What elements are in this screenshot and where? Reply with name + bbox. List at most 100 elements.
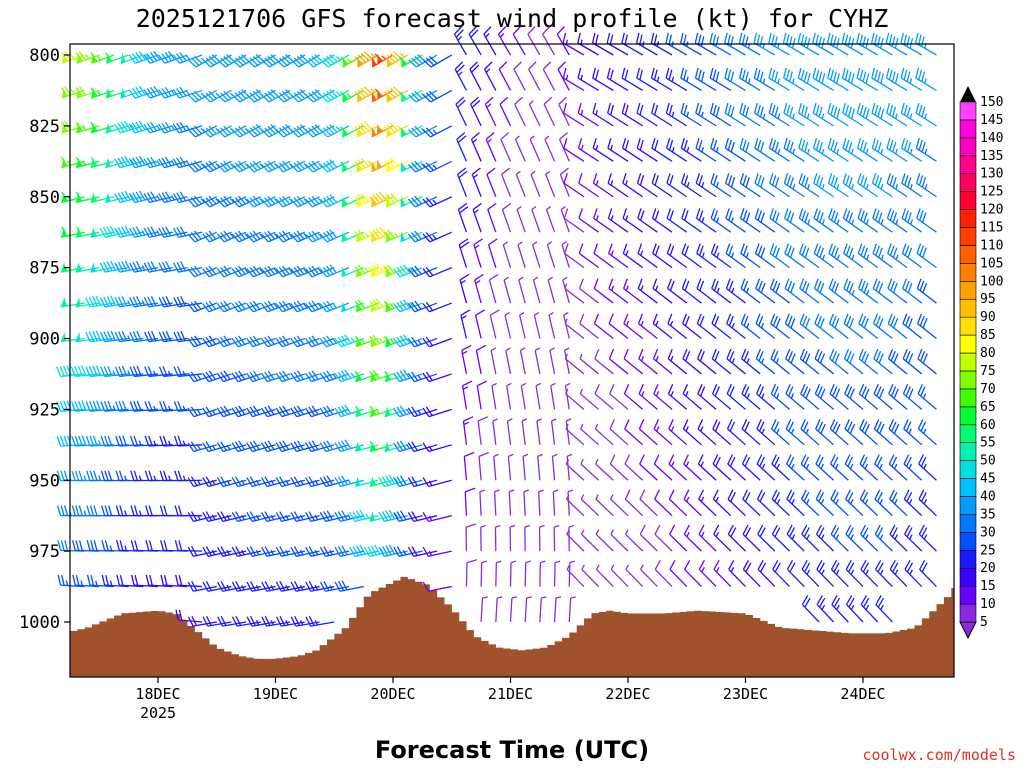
wind-barb (202, 581, 232, 592)
wind-barb (384, 86, 409, 103)
wind-barb (159, 470, 188, 482)
wind-barb (756, 383, 776, 410)
wind-barb (495, 560, 502, 587)
wind-barb (104, 52, 129, 64)
wind-barb (770, 348, 790, 375)
wind-barb (903, 489, 923, 517)
wind-barb (668, 489, 688, 517)
wind-barb (785, 454, 805, 481)
wind-barb (319, 546, 350, 557)
colorbar-label: 80 (980, 346, 996, 361)
wind-barb (667, 278, 688, 304)
wind-barb (172, 52, 203, 64)
wind-barb (354, 86, 379, 103)
wind-barb (563, 137, 585, 162)
wind-barb (470, 96, 482, 127)
wind-barb (290, 546, 320, 557)
wind-barb (845, 595, 864, 623)
x-tick-sublabel: 2025 (140, 704, 176, 722)
wind-barb (217, 54, 247, 68)
wind-barb (769, 278, 790, 304)
wind-barb (528, 100, 541, 127)
colorbar-label: 15 (980, 579, 996, 594)
wind-barb (784, 243, 805, 269)
colorbar-label: 25 (980, 543, 996, 558)
wind-barb (120, 53, 144, 64)
wind-barb (669, 524, 688, 552)
wind-barb (85, 330, 115, 343)
wind-barb (129, 330, 159, 343)
wind-barb (872, 243, 893, 269)
wind-barb (870, 32, 893, 56)
wind-barb (830, 454, 849, 481)
wind-barb (498, 61, 512, 91)
wind-barb (607, 102, 629, 127)
wind-barb (393, 546, 423, 557)
wind-barb (400, 196, 423, 208)
wind-barb (144, 435, 173, 447)
wind-barb (740, 278, 761, 304)
wind-barb (341, 196, 364, 208)
wind-barb (334, 334, 364, 348)
wind-barb (650, 67, 673, 91)
wind-barb (637, 243, 658, 269)
wind-barb (625, 529, 644, 552)
wind-barb (144, 400, 173, 412)
wind-barb (354, 193, 379, 208)
wind-barb (101, 574, 129, 588)
wind-barb (579, 388, 600, 410)
wind-barb (830, 524, 849, 552)
wind-barb (827, 173, 849, 198)
wind-barb (128, 226, 159, 238)
wind-barb (816, 559, 835, 588)
wind-barb (565, 418, 572, 445)
wind-barb (828, 278, 849, 304)
wind-barb (724, 102, 746, 127)
wind-barb (915, 137, 937, 162)
colorbar-swatch (959, 119, 977, 139)
wind-barb (889, 524, 908, 552)
wind-barb (187, 581, 217, 592)
wind-barb (408, 125, 438, 138)
wind-barb (816, 595, 835, 623)
wind-barb (917, 313, 937, 340)
wind-barb (290, 89, 320, 103)
wind-barb (665, 102, 688, 127)
wind-barb (422, 301, 452, 313)
wind-barb (471, 167, 482, 197)
y-tick-label: 1000 (19, 613, 60, 633)
wind-barb (562, 102, 585, 127)
credit-text[interactable]: coolwx.com/models (862, 746, 1016, 764)
wind-barb (216, 265, 247, 278)
wind-barb (85, 400, 114, 412)
wind-barb (75, 262, 100, 273)
wind-barb (915, 102, 937, 127)
wind-barb (290, 160, 320, 173)
wind-barb (900, 32, 923, 56)
wind-barb (858, 383, 879, 410)
wind-barb (246, 54, 276, 68)
wind-barb (549, 347, 556, 375)
wind-barb (407, 546, 438, 557)
wind-barb (666, 173, 688, 198)
wind-barb (886, 208, 908, 233)
wind-barb (530, 170, 541, 197)
wind-barb (383, 158, 408, 173)
wind-barb (158, 366, 188, 378)
wind-barb (354, 405, 379, 418)
colorbar-label: 135 (980, 149, 1003, 164)
wind-barb (469, 61, 482, 91)
wind-barb (739, 208, 761, 233)
wind-barb (369, 226, 394, 243)
wind-barb (305, 511, 335, 523)
wind-barb (695, 173, 717, 198)
wind-barb (508, 489, 515, 516)
wind-barb (800, 489, 820, 517)
wind-barb (709, 102, 732, 127)
wind-barb (845, 524, 864, 552)
wind-barb (524, 524, 531, 552)
wind-barb (130, 505, 159, 517)
wind-barb (521, 418, 528, 445)
wind-barb (275, 89, 306, 103)
colorbar-label: 45 (980, 472, 996, 487)
